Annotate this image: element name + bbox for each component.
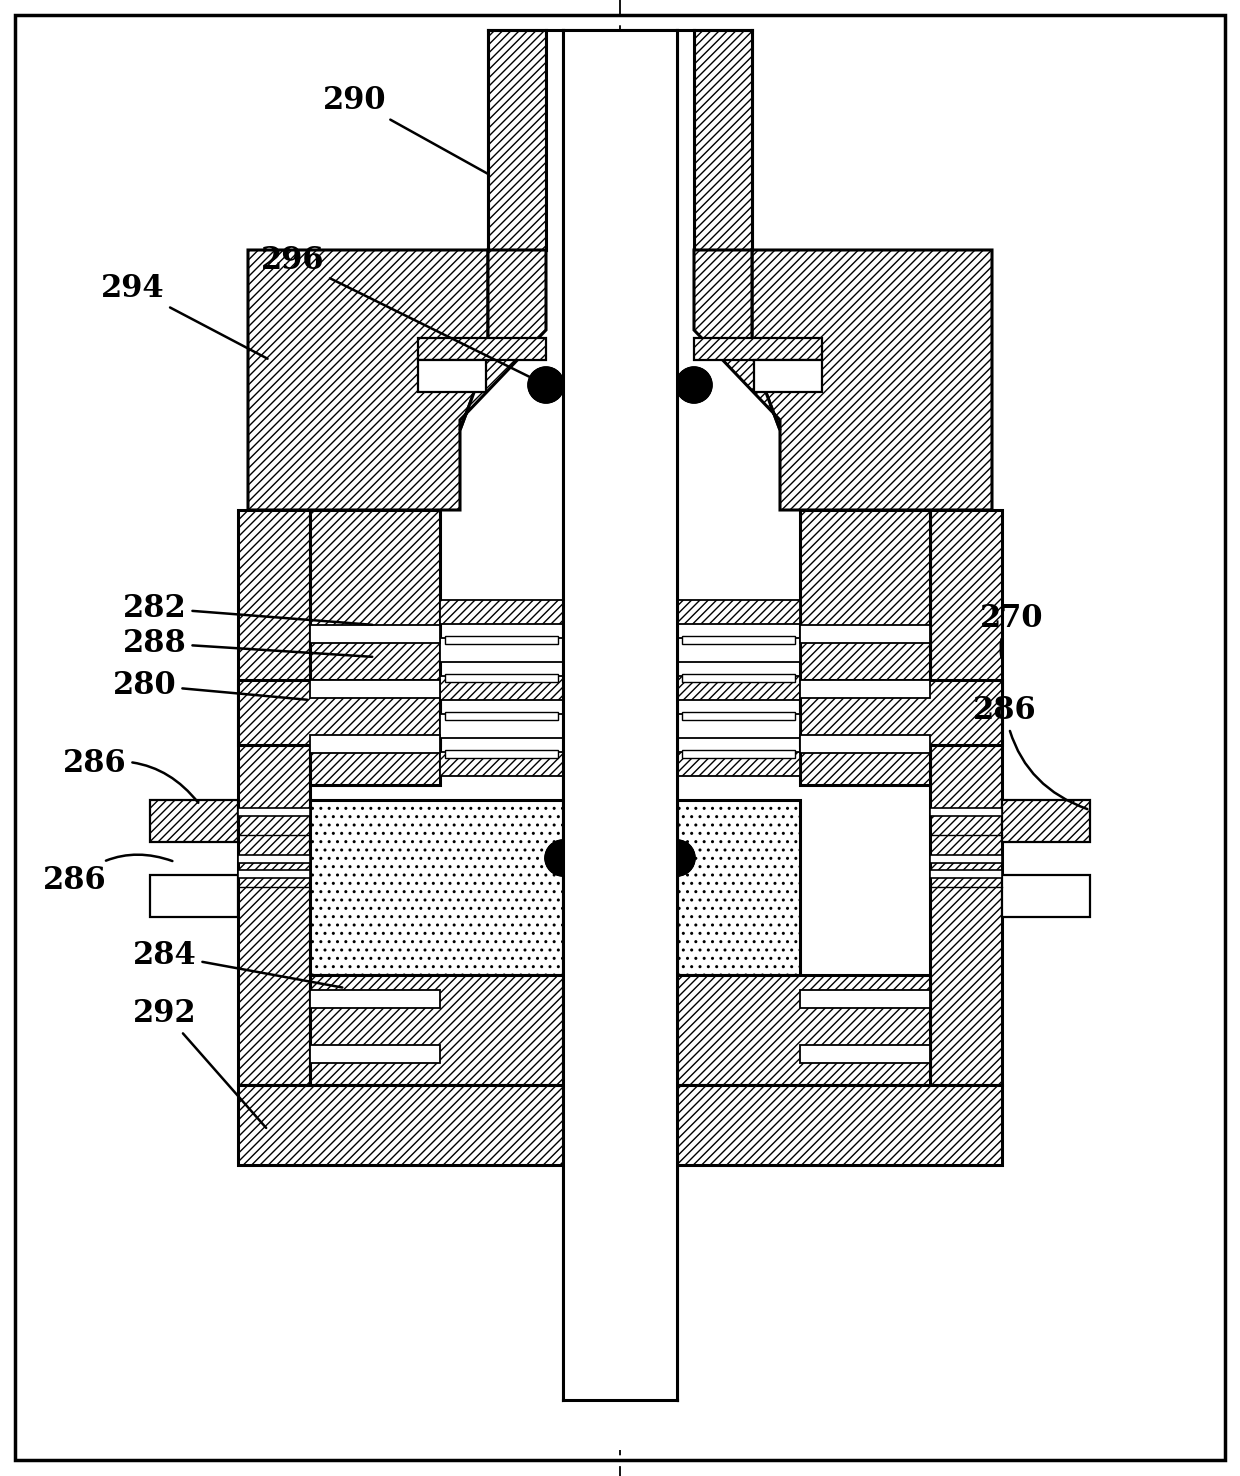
Bar <box>677 676 800 700</box>
Circle shape <box>528 368 564 403</box>
Text: 286: 286 <box>63 747 198 803</box>
Text: 286: 286 <box>973 695 1087 809</box>
Bar <box>563 30 677 1449</box>
Bar <box>546 30 694 249</box>
Text: 292: 292 <box>133 998 267 1128</box>
Text: 284: 284 <box>133 940 342 987</box>
Bar <box>310 641 440 785</box>
Bar <box>563 30 677 1449</box>
Circle shape <box>546 840 582 875</box>
Circle shape <box>528 368 564 403</box>
Bar <box>694 338 822 360</box>
Bar <box>310 680 440 698</box>
Bar <box>677 714 800 738</box>
Bar <box>310 990 440 1008</box>
Polygon shape <box>489 30 546 249</box>
Polygon shape <box>460 249 546 430</box>
Bar <box>445 711 558 720</box>
Circle shape <box>658 840 694 875</box>
Bar <box>310 624 440 644</box>
Bar <box>800 641 930 785</box>
Bar <box>440 638 563 661</box>
Text: 296: 296 <box>262 245 543 384</box>
Bar <box>800 680 930 698</box>
Bar <box>930 869 1002 878</box>
Bar <box>677 601 800 623</box>
Polygon shape <box>694 30 751 249</box>
Bar <box>445 750 558 759</box>
Bar <box>800 735 930 753</box>
Bar <box>238 869 310 878</box>
Bar <box>238 680 440 745</box>
Circle shape <box>658 840 694 875</box>
Bar <box>418 338 546 360</box>
Bar <box>238 1085 1002 1165</box>
Bar <box>150 800 238 841</box>
Bar <box>440 751 563 775</box>
Polygon shape <box>694 249 780 430</box>
Bar <box>238 855 310 863</box>
Bar <box>677 751 800 775</box>
Circle shape <box>546 840 582 875</box>
Bar <box>677 800 800 976</box>
Circle shape <box>676 368 712 403</box>
Bar <box>1002 875 1090 917</box>
Bar <box>310 800 563 976</box>
Polygon shape <box>751 249 992 511</box>
Bar <box>440 714 563 738</box>
Bar <box>440 601 563 623</box>
Bar <box>310 735 440 753</box>
Bar <box>800 990 930 1008</box>
Bar <box>682 636 795 644</box>
Bar <box>440 676 563 700</box>
Bar <box>930 511 1002 1085</box>
Bar <box>800 1045 930 1063</box>
Bar <box>310 1045 440 1063</box>
Bar <box>310 976 563 1085</box>
Text: 288: 288 <box>123 627 372 658</box>
Bar <box>445 675 558 682</box>
Bar <box>800 624 930 644</box>
Text: 270: 270 <box>981 602 1044 657</box>
Bar <box>418 360 486 393</box>
Bar <box>150 875 238 917</box>
Bar <box>930 807 1002 816</box>
Circle shape <box>676 368 712 403</box>
Text: 280: 280 <box>113 670 308 701</box>
Text: 282: 282 <box>123 592 372 624</box>
Text: 294: 294 <box>102 273 268 359</box>
Bar <box>677 638 800 661</box>
Bar <box>682 675 795 682</box>
Polygon shape <box>248 249 489 511</box>
Bar <box>800 680 1002 745</box>
Bar <box>238 807 310 816</box>
Bar <box>682 711 795 720</box>
Bar <box>682 750 795 759</box>
Bar <box>930 855 1002 863</box>
Bar <box>238 511 310 1085</box>
Bar <box>754 360 822 393</box>
Bar <box>677 976 930 1085</box>
Bar <box>800 511 930 641</box>
Bar <box>1002 800 1090 841</box>
Bar <box>310 511 440 641</box>
Bar <box>445 636 558 644</box>
Text: 290: 290 <box>324 84 487 174</box>
Text: 286: 286 <box>43 855 172 896</box>
